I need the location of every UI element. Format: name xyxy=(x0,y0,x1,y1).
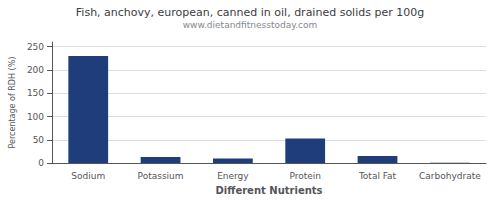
svg-text:200: 200 xyxy=(27,65,44,75)
svg-text:Sodium: Sodium xyxy=(71,171,105,181)
svg-text:100: 100 xyxy=(27,112,44,122)
svg-text:Fish, anchovy, european, canne: Fish, anchovy, european, canned in oil, … xyxy=(76,6,424,19)
svg-text:150: 150 xyxy=(27,88,44,98)
svg-text:Protein: Protein xyxy=(289,171,321,181)
svg-text:250: 250 xyxy=(27,42,44,52)
svg-text:Potassium: Potassium xyxy=(138,171,184,181)
svg-text:Total Fat: Total Fat xyxy=(358,171,397,181)
svg-text:50: 50 xyxy=(33,135,45,145)
svg-text:www.dietandfitnesstoday.com: www.dietandfitnesstoday.com xyxy=(183,20,318,30)
svg-text:0: 0 xyxy=(38,158,44,168)
svg-text:Different Nutrients: Different Nutrients xyxy=(216,185,323,196)
svg-text:Energy: Energy xyxy=(217,171,249,181)
svg-text:Percentage of RDH (%): Percentage of RDH (%) xyxy=(8,57,17,149)
svg-text:Carbohydrate: Carbohydrate xyxy=(419,171,481,181)
